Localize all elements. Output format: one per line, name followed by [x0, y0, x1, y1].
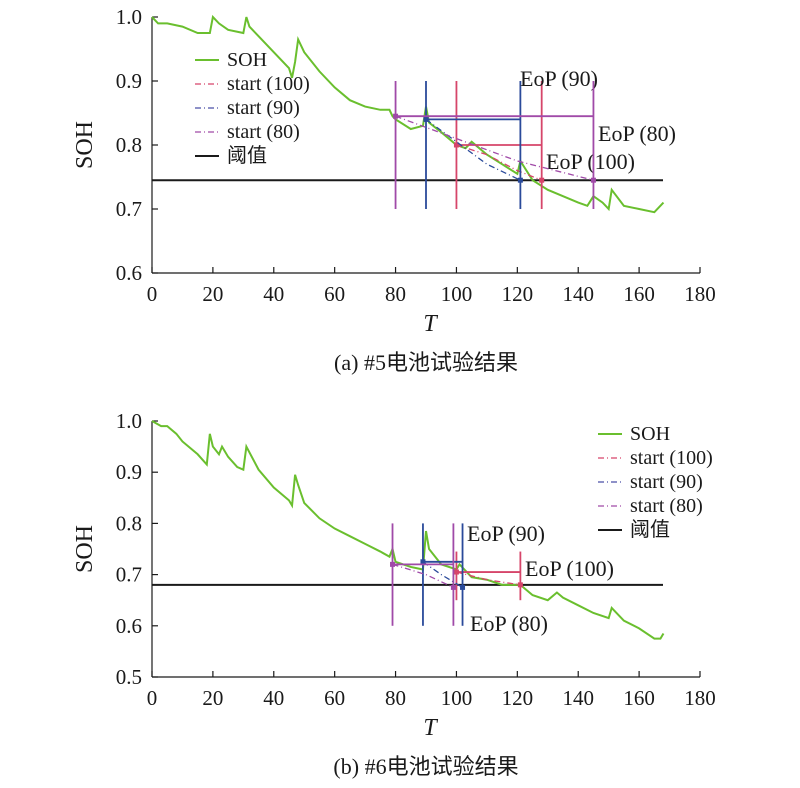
legend-label: start (80) — [630, 495, 703, 517]
prediction-1: EoP (90) — [420, 521, 545, 626]
chart-panel-b: 0 20 40 60 80 100 120 140 160 180 0.5 0.6 0.7 0.8 0.9 1… — [72, 409, 716, 779]
eop-point — [460, 584, 466, 590]
start-point — [453, 569, 459, 575]
eop-point — [539, 177, 545, 183]
legend-label: 阈值 — [227, 144, 267, 167]
x-tick-label: 80 — [385, 686, 406, 710]
predicted-trajectory — [456, 144, 542, 181]
eop-label: EoP (100) — [546, 149, 635, 174]
y-tick-label: 0.9 — [116, 69, 142, 93]
eop-label: EoP (90) — [467, 521, 545, 546]
x-tick-label: 100 — [441, 686, 473, 710]
x-tick-label: 40 — [263, 282, 284, 306]
legend-label: start (90) — [630, 471, 703, 493]
soh-series-line — [151, 14, 665, 214]
legend-label: 阈值 — [630, 518, 670, 541]
legend-label: start (100) — [227, 73, 310, 95]
start-point — [423, 116, 429, 122]
y-tick-label: 0.7 — [116, 563, 142, 587]
legend-label: SOH — [227, 49, 267, 71]
legend-label: start (90) — [227, 97, 300, 119]
x-tick-label: 0 — [147, 686, 158, 710]
prediction-2: EoP (80) — [393, 81, 676, 209]
x-tick-label: 0 — [147, 282, 158, 306]
x-tick-label: 80 — [385, 282, 406, 306]
x-tick-label: 120 — [502, 686, 534, 710]
y-tick-label: 1.0 — [116, 409, 142, 433]
x-tick-label: 20 — [202, 282, 223, 306]
eop-label: EoP (90) — [520, 66, 598, 91]
x-tick-label: 120 — [502, 282, 534, 306]
x-tick-label: 140 — [562, 686, 594, 710]
soh-series-line — [151, 420, 665, 640]
chart-panel-a: 0 20 40 60 80 100 120 140 160 180 0.6 0.7 0.8 0.9 1.0 T… — [72, 5, 716, 375]
y-tick-label: 0.6 — [116, 614, 142, 638]
y-tick-label: 1.0 — [116, 5, 142, 29]
eop-label: EoP (100) — [525, 556, 614, 581]
x-tick-label: 180 — [684, 282, 716, 306]
eop-point — [517, 177, 523, 183]
y-tick-label: 0.9 — [116, 460, 142, 484]
y-tick-label: 0.7 — [116, 197, 142, 221]
prediction-0: EoP (100) — [453, 551, 614, 601]
start-point — [390, 561, 396, 567]
x-tick-label: 160 — [623, 282, 655, 306]
eop-label: EoP (80) — [598, 121, 676, 146]
legend-label: start (100) — [630, 447, 713, 469]
y-tick-label: 0.8 — [116, 133, 142, 157]
prediction-0: EoP (100) — [453, 81, 635, 209]
x-tick-label: 180 — [684, 686, 716, 710]
legend-label: SOH — [630, 423, 670, 445]
y-axis-title: SOH — [72, 525, 98, 573]
x-tick-label: 60 — [324, 686, 345, 710]
start-point — [393, 113, 399, 119]
x-tick-label: 140 — [562, 282, 594, 306]
start-point — [453, 142, 459, 148]
eop-label: EoP (80) — [470, 611, 548, 636]
x-tick-label: 160 — [623, 686, 655, 710]
legend-label: start (80) — [227, 121, 300, 143]
x-tick-label: 40 — [263, 686, 284, 710]
start-point — [420, 559, 426, 565]
y-tick-label: 0.5 — [116, 665, 142, 689]
predicted-trajectory — [422, 561, 463, 588]
prediction-1: EoP (90) — [423, 66, 598, 209]
eop-point — [450, 584, 456, 590]
eop-point — [517, 582, 523, 588]
y-axis-title: SOH — [72, 121, 98, 169]
y-tick-label: 0.8 — [116, 511, 142, 535]
x-axis-title: T — [423, 311, 438, 337]
x-axis-title: T — [423, 715, 438, 741]
chart-caption: (b) #6电池试验结果 — [333, 754, 518, 779]
prediction-2: EoP (80) — [390, 523, 548, 636]
y-tick-label: 0.6 — [116, 261, 142, 285]
x-tick-label: 60 — [324, 282, 345, 306]
predicted-trajectory — [392, 563, 454, 588]
predicted-trajectory — [395, 115, 594, 181]
x-tick-label: 20 — [202, 686, 223, 710]
chart-caption: (a) #5电池试验结果 — [334, 350, 518, 375]
eop-point — [590, 177, 596, 183]
x-tick-label: 100 — [441, 282, 473, 306]
predicted-trajectory — [456, 571, 521, 586]
predicted-trajectory — [425, 118, 521, 181]
